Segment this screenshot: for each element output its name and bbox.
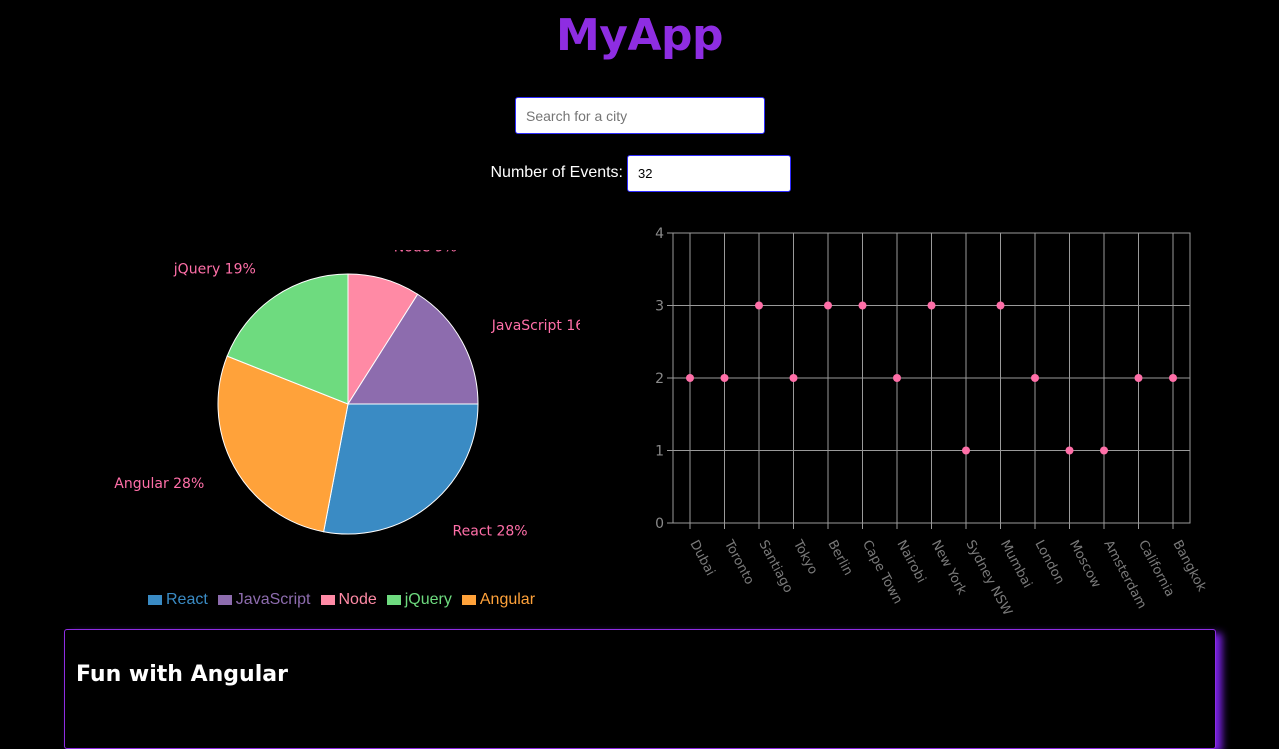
legend-item-node: Node xyxy=(320,591,377,609)
scatter-point xyxy=(824,301,832,310)
number-of-events-input[interactable] xyxy=(627,155,791,192)
pie-slice-jquery xyxy=(226,273,349,405)
pie-label-react: React 28% xyxy=(453,523,528,539)
scatter-point xyxy=(927,301,936,310)
x-tick-label: Bangkok xyxy=(1169,538,1209,595)
number-of-events-label: Number of Events: xyxy=(490,164,624,181)
y-tick-label: 2 xyxy=(655,371,664,387)
legend-item-react: React xyxy=(148,591,208,609)
legend-item-angular: Angular xyxy=(461,591,536,609)
scatter-point xyxy=(996,301,1005,310)
pie-label-node: Node 9% xyxy=(394,250,457,256)
pie-legend: React JavaScript Node jQuery Angular xyxy=(148,590,535,610)
pie-label-angular: Angular 28% xyxy=(114,476,204,492)
legend-label: jQuery xyxy=(404,591,452,608)
legend-label: Node xyxy=(338,591,377,608)
x-tick-label: New York xyxy=(928,538,969,598)
legend-label: Angular xyxy=(479,591,536,608)
legend-swatch xyxy=(386,595,401,605)
x-tick-label: Dubai xyxy=(686,538,717,579)
legend-swatch xyxy=(461,595,476,605)
legend-label: JavaScript xyxy=(235,591,311,608)
legend-item-jquery: jQuery xyxy=(386,591,452,609)
pie-slice-react xyxy=(323,403,479,535)
pie-slice-javascript xyxy=(347,293,479,405)
scatter-point xyxy=(1031,374,1039,382)
x-tick-label: Tokyo xyxy=(789,537,820,577)
y-tick-label: 1 xyxy=(655,444,664,460)
pie-label-jquery: jQuery 19% xyxy=(173,261,256,277)
legend-label: React xyxy=(166,591,208,608)
x-tick-label: Nairobi xyxy=(893,538,928,586)
scatter-point xyxy=(962,446,970,455)
card-title: Fun with Angular xyxy=(76,662,288,687)
scatter-point xyxy=(1100,446,1108,455)
pie-chart: React 28% Angular 28% jQuery 19% Node 9% Jav… xyxy=(114,250,580,539)
y-tick-label: 3 xyxy=(655,299,664,315)
scatter-point xyxy=(893,374,901,382)
scatter-point xyxy=(686,374,694,382)
legend-item-javascript: JavaScript xyxy=(217,591,311,609)
pie-label-javascript: JavaScript 16% xyxy=(491,318,580,334)
x-tick-label: London xyxy=(1031,538,1067,587)
pie-slice-angular xyxy=(217,355,349,533)
x-tick-label: Santiago xyxy=(755,538,795,596)
scatter-point xyxy=(1134,374,1143,382)
content-card: Fun with Angular xyxy=(64,629,1216,749)
x-tick-label: Mumbai xyxy=(997,538,1035,591)
scatter-point xyxy=(1169,374,1177,382)
city-search-input[interactable] xyxy=(515,97,765,134)
scatter-point xyxy=(755,301,763,310)
y-tick-label: 4 xyxy=(655,226,664,242)
plot-frame xyxy=(672,232,1191,524)
legend-swatch xyxy=(320,595,335,605)
scatter-point xyxy=(789,374,798,382)
legend-swatch xyxy=(217,595,232,605)
scatter-point xyxy=(1065,446,1074,455)
y-tick-label: 0 xyxy=(655,516,664,532)
scatter-point xyxy=(720,374,729,382)
app-title: MyApp xyxy=(555,10,724,61)
legend-swatch xyxy=(148,595,162,605)
scatter-point xyxy=(858,301,867,310)
x-tick-label: Berlin xyxy=(824,538,855,578)
x-tick-label: Moscow xyxy=(1066,538,1104,591)
x-tick-label: Toronto xyxy=(720,537,756,587)
